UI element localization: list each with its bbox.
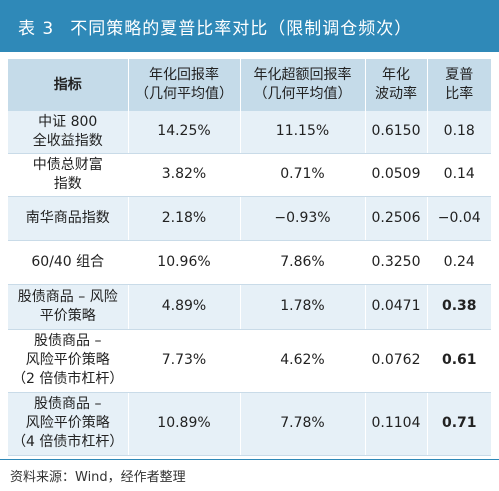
row-name-cell: 股债商品 – 风险平价策略 （4 倍债市杠杆） xyxy=(8,392,129,456)
excess-return-cell: 0.71% xyxy=(240,153,366,197)
column-header: 指标 xyxy=(8,59,129,111)
column-header: 年化回报率 （几何平均值） xyxy=(128,59,241,111)
table-row: 60/40 组合 10.96% 7.86% 0.3250 0.24 xyxy=(8,240,491,285)
bottom-rule xyxy=(0,459,499,460)
row-name-cell: 中证 800 全收益指数 xyxy=(8,111,129,154)
sharpe-ratio-cell: 0.38 xyxy=(427,284,491,330)
table-row: 南华商品指数 2.18% −0.93% 0.2506 −0.04 xyxy=(8,196,491,241)
column-header: 夏普 比率 xyxy=(427,59,491,111)
sharpe-ratio-cell: 0.24 xyxy=(427,240,491,285)
table-title: 表 3 不同策略的夏普比率对比（限制调仓频次） xyxy=(0,0,499,52)
column-header: 年化 波动率 xyxy=(365,59,428,111)
table-title-text: 不同策略的夏普比率对比（限制调仓频次） xyxy=(70,18,413,39)
row-name-cell: 南华商品指数 xyxy=(8,196,129,241)
annual-return-cell: 10.96% xyxy=(128,240,241,285)
row-name-cell: 股债商品 – 风险 平价策略 xyxy=(8,284,129,330)
sharpe-ratio-cell: 0.61 xyxy=(427,329,491,393)
annual-return-cell: 4.89% xyxy=(128,284,241,330)
row-name-cell: 股债商品 – 风险平价策略 （2 倍债市杠杆） xyxy=(8,329,129,393)
annual-return-cell: 3.82% xyxy=(128,153,241,197)
annual-return-cell: 14.25% xyxy=(128,111,241,154)
source-note: 资料来源：Wind，经作者整理 xyxy=(10,470,186,485)
table-number: 表 3 xyxy=(18,18,55,39)
volatility-cell: 0.2506 xyxy=(365,196,428,241)
annual-return-cell: 10.89% xyxy=(128,392,241,456)
excess-return-cell: 4.62% xyxy=(240,329,366,393)
volatility-cell: 0.6150 xyxy=(365,111,428,154)
annual-return-cell: 2.18% xyxy=(128,196,241,241)
sharpe-table: 指标 年化回报率 （几何平均值） 年化超额回报率 （几何平均值） 年化 波动率 夏普 比率 中证… xyxy=(8,59,491,456)
sharpe-ratio-cell: 0.71 xyxy=(427,392,491,456)
excess-return-cell: 1.78% xyxy=(240,284,366,330)
row-name-cell: 60/40 组合 xyxy=(8,240,129,285)
excess-return-cell: 7.86% xyxy=(240,240,366,285)
table-header-row: 指标 年化回报率 （几何平均值） 年化超额回报率 （几何平均值） 年化 波动率 夏普 比率 xyxy=(8,59,491,111)
excess-return-cell: 7.78% xyxy=(240,392,366,456)
volatility-cell: 0.1104 xyxy=(365,392,428,456)
table-row: 股债商品 – 风险平价策略 （4 倍债市杠杆） 10.89% 7.78% 0.1104 0.… xyxy=(8,392,491,456)
sharpe-ratio-cell: −0.04 xyxy=(427,196,491,241)
sharpe-ratio-cell: 0.14 xyxy=(427,153,491,197)
annual-return-cell: 7.73% xyxy=(128,329,241,393)
row-name-cell: 中债总财富 指数 xyxy=(8,153,129,197)
volatility-cell: 0.3250 xyxy=(365,240,428,285)
excess-return-cell: −0.93% xyxy=(240,196,366,241)
column-header: 年化超额回报率 （几何平均值） xyxy=(240,59,366,111)
volatility-cell: 0.0509 xyxy=(365,153,428,197)
table-row: 股债商品 – 风险平价策略 （2 倍债市杠杆） 7.73% 4.62% 0.0762 0.6… xyxy=(8,329,491,393)
table-row: 股债商品 – 风险 平价策略 4.89% 1.78% 0.0471 0.38 xyxy=(8,284,491,330)
volatility-cell: 0.0471 xyxy=(365,284,428,330)
excess-return-cell: 11.15% xyxy=(240,111,366,154)
sharpe-ratio-cell: 0.18 xyxy=(427,111,491,154)
volatility-cell: 0.0762 xyxy=(365,329,428,393)
table-row: 中债总财富 指数 3.82% 0.71% 0.0509 0.14 xyxy=(8,153,491,197)
table-row: 中证 800 全收益指数 14.25% 11.15% 0.6150 0.18 xyxy=(8,111,491,154)
